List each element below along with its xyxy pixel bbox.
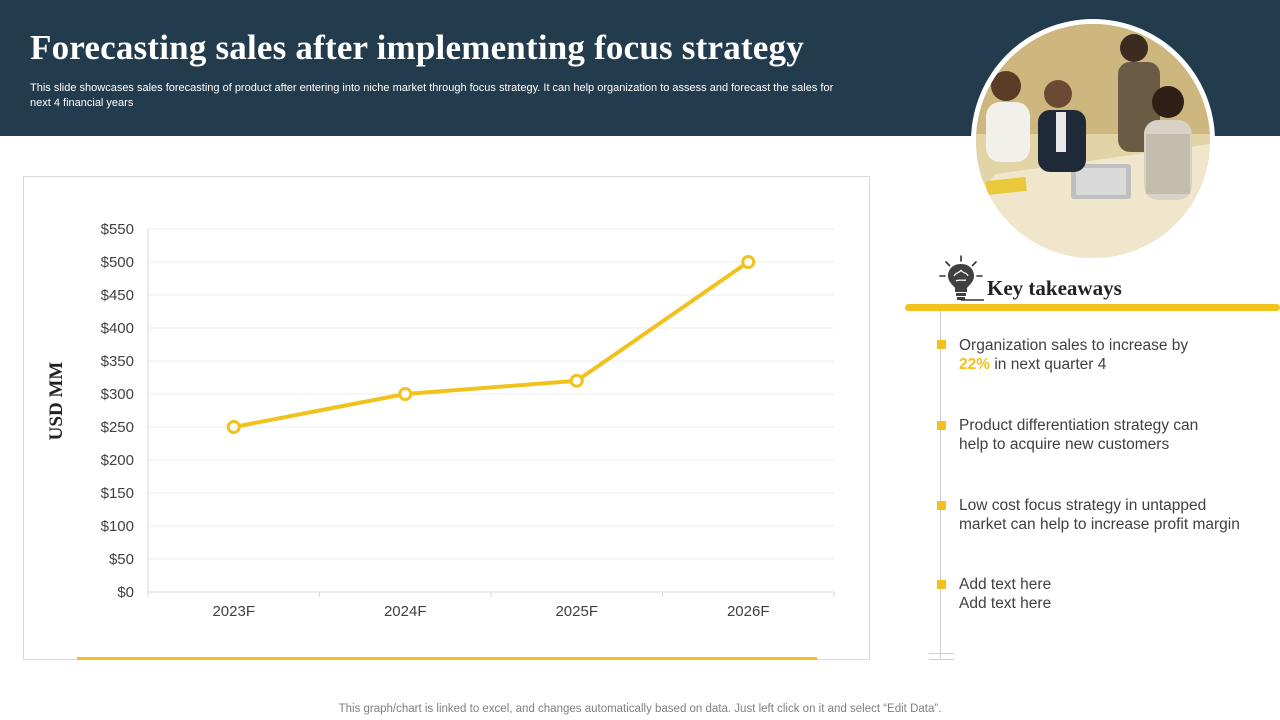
data-point[interactable] [569,373,584,388]
y-axis-label: USD MM [46,362,67,441]
takeaway-bullet [937,421,946,430]
series-line [233,260,750,429]
series-sales [226,255,756,434]
takeaway-text[interactable]: Add text here [959,576,1052,593]
page-title: Forecasting sales after implementing foc… [30,28,804,67]
data-point[interactable] [741,255,756,269]
key-takeaways-title: Key takeaways [987,276,1122,300]
y-tick-label: $150 [101,485,134,502]
y-tick-label: $200 [101,452,134,469]
y-tick-label: $250 [101,419,134,436]
y-tick-label: $400 [101,320,134,337]
brain-lightbulb-icon [938,254,984,304]
takeaway-item-3: Low cost focus strategy in untapped mark… [959,496,1240,534]
x-tick-label: 2026F [727,603,770,620]
takeaways-accent-bar [905,304,1280,311]
chart-gridlines [148,228,834,560]
timeline-end-mark [929,653,954,654]
y-tick-label: $350 [101,353,134,370]
chart-accent-underline [77,657,817,660]
highlight-percentage: 22% [959,356,991,373]
data-point[interactable] [226,420,241,434]
takeaway-text: Product differentiation strategy can [959,417,1199,434]
takeaway-item-4[interactable]: Add text here Add text here [959,575,1051,613]
data-point[interactable] [398,387,413,401]
takeaway-text: help to acquire new customers [959,436,1170,453]
takeaway-text: market can help to increase profit margi… [959,516,1240,533]
takeaway-bullet [937,501,946,510]
y-tick-label: $50 [109,551,134,568]
takeaway-text[interactable]: Add text here [959,595,1052,612]
takeaway-text: in next quarter 4 [990,356,1107,373]
x-tick-label: 2024F [384,603,427,620]
y-tick-label: $550 [101,221,134,238]
takeaway-item-1: Organization sales to increase by 22% in… [959,336,1188,374]
y-axis-tick-labels: $0 $50 $100 $150 $200 $250 $300 $350 $400 $450 $50… [101,221,134,601]
takeaway-item-2: Product differentiation strategy can hel… [959,416,1198,454]
x-tick-label: 2025F [555,603,598,620]
y-tick-label: $450 [101,287,134,304]
x-axis-tick-labels: 2023F 2024F 2025F 2026F [212,603,769,620]
takeaway-text: Low cost focus strategy in untapped [959,497,1207,514]
y-tick-label: $0 [117,584,134,601]
takeaway-bullet [937,340,946,349]
y-tick-label: $100 [101,518,134,535]
chart-axes [147,229,835,597]
timeline-end-mark [929,659,954,660]
footnote: This graph/chart is linked to excel, and… [338,703,942,715]
takeaway-text-line2: 22% in next quarter 4 [959,355,1188,374]
chart-container[interactable] [23,176,870,660]
team-meeting-photo [976,24,1210,258]
y-tick-label: $500 [101,254,134,271]
page-subtitle: This slide showcases sales forecasting o… [30,82,834,109]
y-tick-label: $300 [101,386,134,403]
takeaways-timeline-line [940,311,941,658]
takeaway-text: Organization sales to increase by [959,337,1189,354]
takeaway-bullet [937,580,946,589]
x-tick-label: 2023F [212,603,255,620]
